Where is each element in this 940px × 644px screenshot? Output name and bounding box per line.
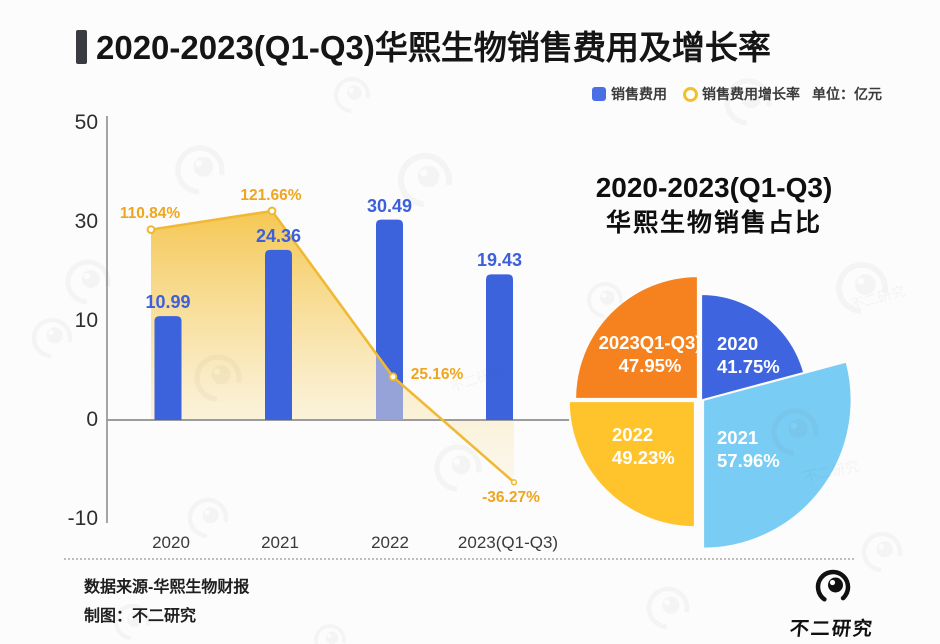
bar-2023(Q1-Q3) <box>486 274 513 420</box>
pie-slice-percent: 41.75% <box>717 356 780 377</box>
x-label-2022: 2022 <box>371 533 409 552</box>
pie-title-line1: 2020-2023(Q1-Q3) <box>595 172 833 203</box>
pie-slice-name: 2020 <box>717 333 759 354</box>
brand-logo-icon <box>815 569 851 605</box>
watermark-logo-icon <box>836 262 888 314</box>
watermark-logo-icon <box>861 531 903 573</box>
watermark-logo-icon <box>113 603 151 641</box>
bar-value-2020: 10.99 <box>145 292 191 313</box>
pie-title-line2: 华熙生物销售占比 <box>605 209 822 237</box>
brand-name: 不二研究 <box>788 619 875 640</box>
bar-series-label: 销售费用 <box>611 86 667 102</box>
watermark-logo-icon <box>314 624 346 644</box>
bar-value-2021: 24.36 <box>255 225 302 246</box>
brand-block: 不二研究 <box>772 568 892 641</box>
bar-value-2023(Q1-Q3): 19.43 <box>476 250 523 271</box>
x-label-2023(Q1-Q3): 2023(Q1-Q3) <box>457 533 559 552</box>
title-accent-bar <box>76 30 87 64</box>
unit-label: 单位：亿元 <box>812 86 882 102</box>
growth-value-2021: 121.66% <box>240 187 302 204</box>
pie-label-2023Q1-Q3: 2023Q1-Q3) 47.95% <box>598 331 702 377</box>
footer-divider <box>64 558 854 560</box>
x-label-2021: 2021 <box>261 533 299 552</box>
watermark-logo-icon <box>175 145 225 195</box>
watermark-logo-icon <box>333 76 371 114</box>
watermark-logo-icon <box>646 586 690 630</box>
pie-label-2020: 2020 41.75% <box>717 332 780 378</box>
growth-point-2022 <box>388 372 398 382</box>
line-series-swatch-icon <box>683 86 698 102</box>
y-tick-50: 50 <box>74 111 98 134</box>
pie-slice-name: 2022 <box>612 424 654 445</box>
watermark-logo-icon <box>65 259 111 305</box>
x-label-2020: 2020 <box>152 533 190 552</box>
y-tick-0: 0 <box>86 408 98 431</box>
pie-slice-percent: 49.23% <box>612 447 675 468</box>
growth-value-2023(Q1-Q3): -36.27% <box>482 489 540 506</box>
growth-value-2020: 110.84% <box>119 205 181 222</box>
bar-2021 <box>265 249 292 420</box>
bar-value-2022: 30.49 <box>366 195 413 216</box>
bar-series-swatch-icon <box>592 87 606 101</box>
data-source-text: 数据来源-华熙生物财报 <box>84 579 250 596</box>
watermark-logo-icon <box>187 497 229 539</box>
pie-label-2021: 2021 57.96% <box>717 426 780 472</box>
y-tick-10: 10 <box>74 309 98 332</box>
page-title: 2020-2023(Q1-Q3)华熙生物销售费用及增长率 <box>96 28 771 66</box>
y-tick--10: -10 <box>67 507 98 530</box>
growth-point-2023(Q1-Q3) <box>510 479 518 486</box>
pie-slice-name: 2023Q1-Q3) <box>598 332 702 353</box>
pie-slice-2023Q1-Q3 <box>573 274 700 401</box>
credit-text: 制图：不二研究 <box>84 608 197 625</box>
watermark-logo-icon <box>397 152 453 208</box>
growth-value-2022: 25.16% <box>410 366 464 383</box>
y-tick-30: 30 <box>74 210 98 233</box>
line-series-label: 销售费用增长率 <box>702 84 800 104</box>
pie-label-2022: 2022 49.23% <box>612 423 675 469</box>
growth-line <box>150 209 515 484</box>
bar-2020 <box>154 316 182 420</box>
pie-chart-title: 2020-2023(Q1-Q3) 华熙生物销售占比 <box>553 172 875 238</box>
pie-slice-2021 <box>701 360 853 550</box>
chart-legend: 销售费用 销售费用增长率 单位：亿元 <box>592 84 882 104</box>
growth-area <box>151 211 514 483</box>
watermark-logo-icon <box>724 78 772 126</box>
watermark-logo-icon <box>194 354 242 402</box>
growth-point-2020 <box>146 225 156 235</box>
watermark-logo-icon <box>771 408 819 456</box>
watermark-logo-icon <box>434 444 482 492</box>
header: 2020-2023(Q1-Q3)华熙生物销售费用及增长率 <box>76 30 771 64</box>
pie-slice-2022 <box>567 399 697 529</box>
pie-slice-name: 2021 <box>717 427 759 448</box>
watermark-logo-icon <box>31 317 73 359</box>
pie-slice-percent: 57.96% <box>717 450 780 471</box>
bar-2022-area-overlap-tint <box>376 353 403 420</box>
pie-slice-percent: 47.95% <box>618 355 682 376</box>
growth-point-2021 <box>267 206 277 216</box>
watermark-logo-icon <box>586 281 624 319</box>
